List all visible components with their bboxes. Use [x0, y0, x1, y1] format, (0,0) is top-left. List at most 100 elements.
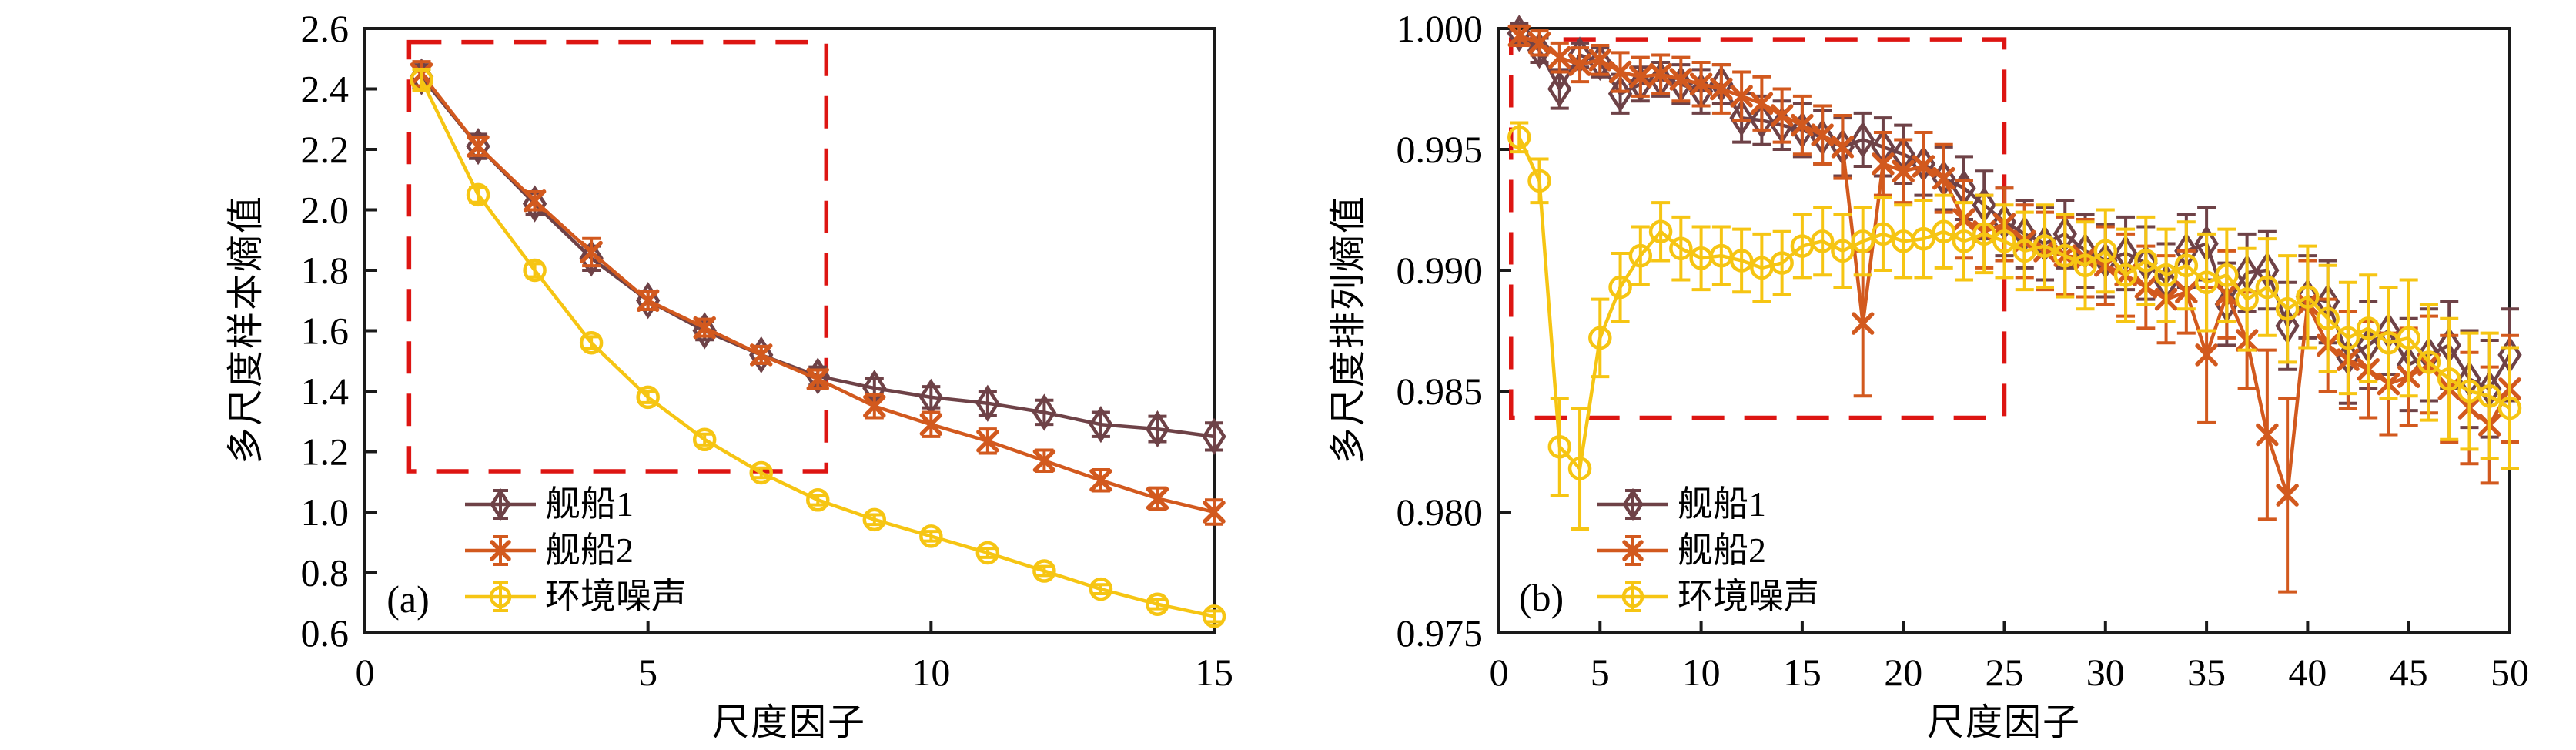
y-tick-label: 1.8 [301, 249, 350, 292]
legend-marker-diamond-icon [463, 481, 537, 527]
marker-xmark [1527, 32, 1551, 55]
x-axis-label-a: 尺度因子 [711, 702, 867, 743]
marker-xmark [919, 413, 943, 436]
y-tick-label: 1.0 [301, 491, 350, 534]
legend-item-ship2: 舰船2 [1596, 527, 1766, 574]
marker-circle [2316, 306, 2340, 331]
y-axis-label-b: 多尺度排列熵值 [1328, 194, 1369, 465]
y-tick-label: 1.6 [301, 310, 350, 353]
marker-circle [919, 524, 943, 548]
marker-xmark [580, 240, 603, 264]
chart-a-plot-area: 0 5 10 15 2.6 2.4 2.2 2.0 1.8 1.6 1.4 1.2 1.0 0.8 0.6 [301, 7, 1234, 694]
marker-xmark [2256, 423, 2279, 447]
marker-diamond [1527, 32, 1552, 69]
y-tick-label: 0.985 [1397, 370, 1484, 413]
marker-circle [806, 488, 830, 512]
marker-xmark [806, 367, 830, 391]
marker-xmark [2195, 343, 2218, 367]
marker-circle [2397, 326, 2420, 350]
marker-circle [2032, 234, 2057, 258]
marker-xmark [693, 316, 716, 340]
legend-marker-glyph [465, 487, 536, 521]
marker-xmark [1770, 104, 1794, 127]
legend-label-ship2: 舰船2 [1678, 531, 1766, 570]
marker-xmark [1892, 159, 1915, 183]
x-tick-label: 35 [2187, 651, 2226, 694]
x-tick-label: 5 [638, 651, 657, 694]
roi-dashed-box [406, 39, 829, 474]
marker-diamond [1587, 43, 1612, 82]
marker-xmark [1203, 501, 1226, 524]
series-noise [1507, 121, 2522, 531]
legend-marker-circle-icon [463, 574, 537, 620]
marker-diamond [522, 185, 547, 223]
marker-xmark [1649, 62, 1672, 86]
marker-xmark [1146, 487, 1169, 511]
marker-circle [749, 460, 773, 485]
y-tick-label: 1.4 [301, 370, 350, 413]
panel-tag-a: (a) [386, 578, 430, 621]
y-tick-label: 0.995 [1397, 128, 1484, 171]
legend-marker-glyph [1597, 535, 1668, 566]
marker-circle [2275, 296, 2300, 321]
marker-circle [2134, 249, 2158, 273]
legend-marker-glyph [465, 535, 536, 566]
marker-xmark [976, 430, 999, 453]
marker-circle [1202, 604, 1226, 628]
marker-circle [2215, 263, 2239, 287]
legend-item-noise: 环境噪声 [1596, 574, 1819, 620]
y-axis-label-a: 多尺度样本熵值 [226, 194, 266, 465]
x-tick-label: 30 [2086, 651, 2125, 694]
marker-circle [1871, 222, 1895, 246]
marker-circle [2417, 350, 2441, 374]
marker-xmark [1629, 65, 1652, 89]
marker-circle [2113, 263, 2138, 287]
marker-diamond [1729, 99, 1754, 137]
marker-xmark [1507, 24, 1531, 48]
legend-marker-glyph [465, 581, 536, 612]
marker-circle [410, 68, 433, 92]
legend-diamond [1622, 487, 1644, 521]
marker-circle [466, 182, 490, 207]
marker-xmark [1608, 60, 1632, 84]
marker-circle [1810, 229, 1835, 253]
legend-xmark [1622, 540, 1644, 561]
marker-circle [2255, 275, 2280, 300]
marker-xmark [1710, 77, 1733, 101]
marker-xmark [1831, 136, 1855, 159]
marker-circle [636, 385, 660, 410]
legend-xmark [490, 540, 511, 561]
marker-xmark [523, 189, 547, 213]
marker-circle [2296, 285, 2320, 309]
marker-diamond [1202, 417, 1226, 456]
legend-item-ship2: 舰船2 [463, 527, 634, 574]
marker-xmark [1032, 449, 1056, 473]
legend-label-noise: 环境噪声 [1678, 577, 1819, 616]
marker-xmark [1568, 53, 1591, 76]
panel-tag-b: (b) [1518, 576, 1564, 619]
marker-circle [1831, 239, 1855, 263]
marker-circle [1972, 222, 1996, 246]
legend-circle [489, 585, 512, 608]
series-line [420, 79, 1215, 618]
marker-xmark [1750, 92, 1774, 116]
series-line [1518, 34, 2511, 497]
marker-diamond [1032, 393, 1057, 431]
x-axis-ticks: 0 5 10 15 20 25 30 35 40 45 50 [1490, 621, 2529, 694]
marker-xmark [1932, 166, 1955, 190]
marker-diamond [1145, 410, 1170, 448]
legend-diamond [490, 487, 511, 521]
marker-circle [2235, 287, 2259, 311]
marker-circle [1628, 243, 1653, 268]
legend-marker-diamond-icon [1596, 481, 1670, 527]
x-tick-label: 50 [2491, 651, 2529, 694]
marker-diamond [975, 384, 1000, 422]
series-ship1 [409, 58, 1226, 456]
panel-a: 0 5 10 15 2.6 2.4 2.2 2.0 1.8 1.6 1.4 1.2 1.0 0.8 0.6 … [226, 7, 1234, 743]
marker-circle [2497, 396, 2522, 420]
marker-circle [1770, 251, 1794, 275]
x-tick-label: 25 [1986, 651, 2024, 694]
marker-circle [2093, 239, 2118, 263]
marker-xmark [1730, 85, 1753, 108]
marker-xmark [863, 394, 886, 418]
